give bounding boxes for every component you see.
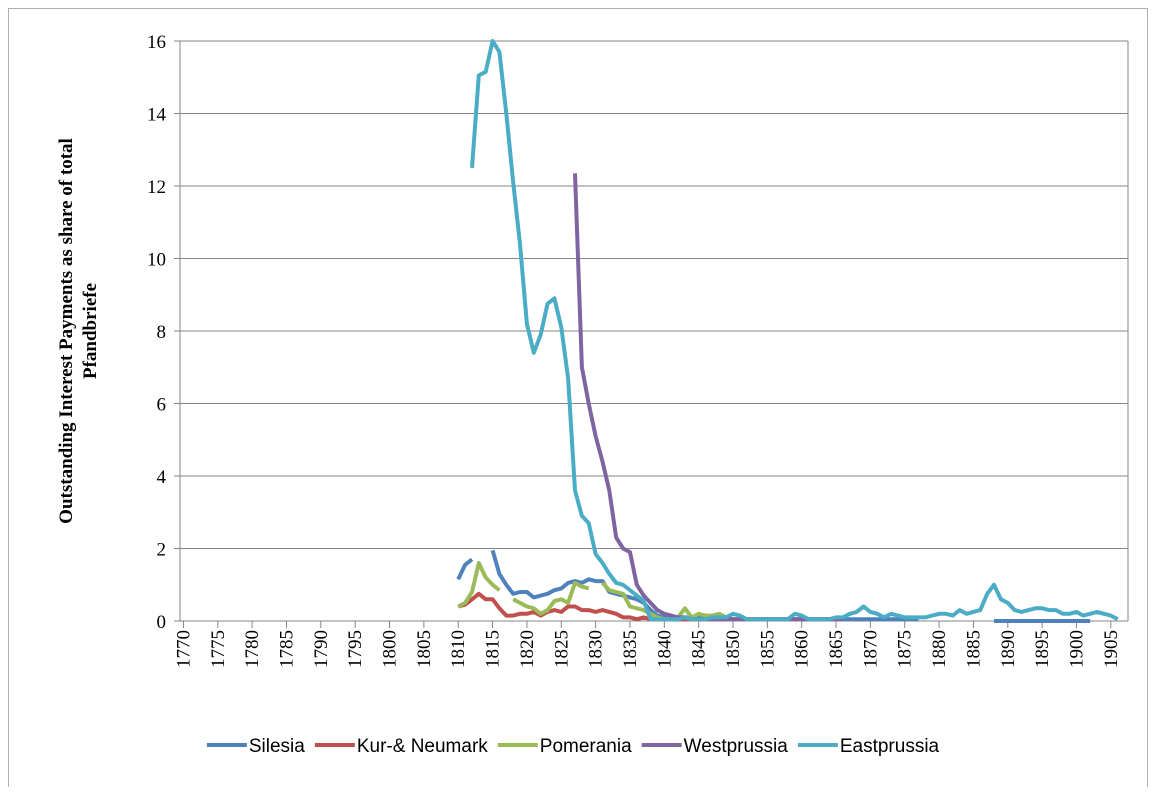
legend-label: Silesia xyxy=(249,736,305,757)
x-tick-label: 1830 xyxy=(586,630,607,668)
x-tick-label: 1805 xyxy=(414,630,435,668)
x-tick-label: 1835 xyxy=(620,630,641,668)
legend-label: Eastprussia xyxy=(840,736,940,757)
x-tick-label: 1825 xyxy=(551,630,572,668)
x-tick-label: 1815 xyxy=(483,630,504,668)
legend-label: Kur-& Neumark xyxy=(357,736,488,757)
y-tick-label: 6 xyxy=(157,395,167,416)
x-tick-label: 1895 xyxy=(1032,630,1053,668)
y-tick-label: 12 xyxy=(147,177,166,198)
x-tick-label: 1880 xyxy=(929,630,950,668)
y-tick-label: 16 xyxy=(147,32,166,53)
x-tick-label: 1840 xyxy=(654,630,675,668)
x-tick-label: 1810 xyxy=(448,630,469,668)
x-tick-label: 1770 xyxy=(173,630,194,668)
x-tick-label: 1790 xyxy=(311,630,332,668)
x-tick-label: 1785 xyxy=(276,630,297,668)
y-tick-label: 4 xyxy=(157,467,167,488)
y-tick-label: 0 xyxy=(157,612,167,633)
y-tick-label: 8 xyxy=(157,322,167,343)
x-tick-label: 1860 xyxy=(792,630,813,668)
series-line xyxy=(470,39,1119,622)
y-tick-label: 14 xyxy=(147,105,167,126)
legend-label: Pomerania xyxy=(540,736,632,757)
x-tick-label: 1865 xyxy=(826,630,847,668)
x-tick-label: 1875 xyxy=(895,630,916,668)
chart-frame xyxy=(8,8,1148,792)
x-tick-label: 1775 xyxy=(208,630,229,668)
x-tick-label: 1885 xyxy=(963,630,984,668)
x-tick-label: 1845 xyxy=(689,630,710,668)
x-tick-label: 1850 xyxy=(723,630,744,668)
x-tick-label: 1795 xyxy=(345,630,366,668)
x-tick-label: 1855 xyxy=(757,630,778,668)
legend-label: Westprussia xyxy=(684,736,789,757)
x-tick-label: 1870 xyxy=(860,630,881,668)
x-tick-label: 1905 xyxy=(1101,630,1122,668)
x-tick-label: 1820 xyxy=(517,630,538,668)
x-tick-label: 1900 xyxy=(1066,630,1087,668)
y-axis-label: Outstanding Interest Payments as share o… xyxy=(56,138,77,524)
y-tick-label: 10 xyxy=(147,250,166,271)
y-tick-label: 2 xyxy=(157,540,167,561)
x-tick-label: 1890 xyxy=(998,630,1019,668)
x-tick-label: 1800 xyxy=(380,630,401,668)
x-tick-label: 1780 xyxy=(242,630,263,668)
y-axis-label: Pfandbriefe xyxy=(80,283,101,379)
